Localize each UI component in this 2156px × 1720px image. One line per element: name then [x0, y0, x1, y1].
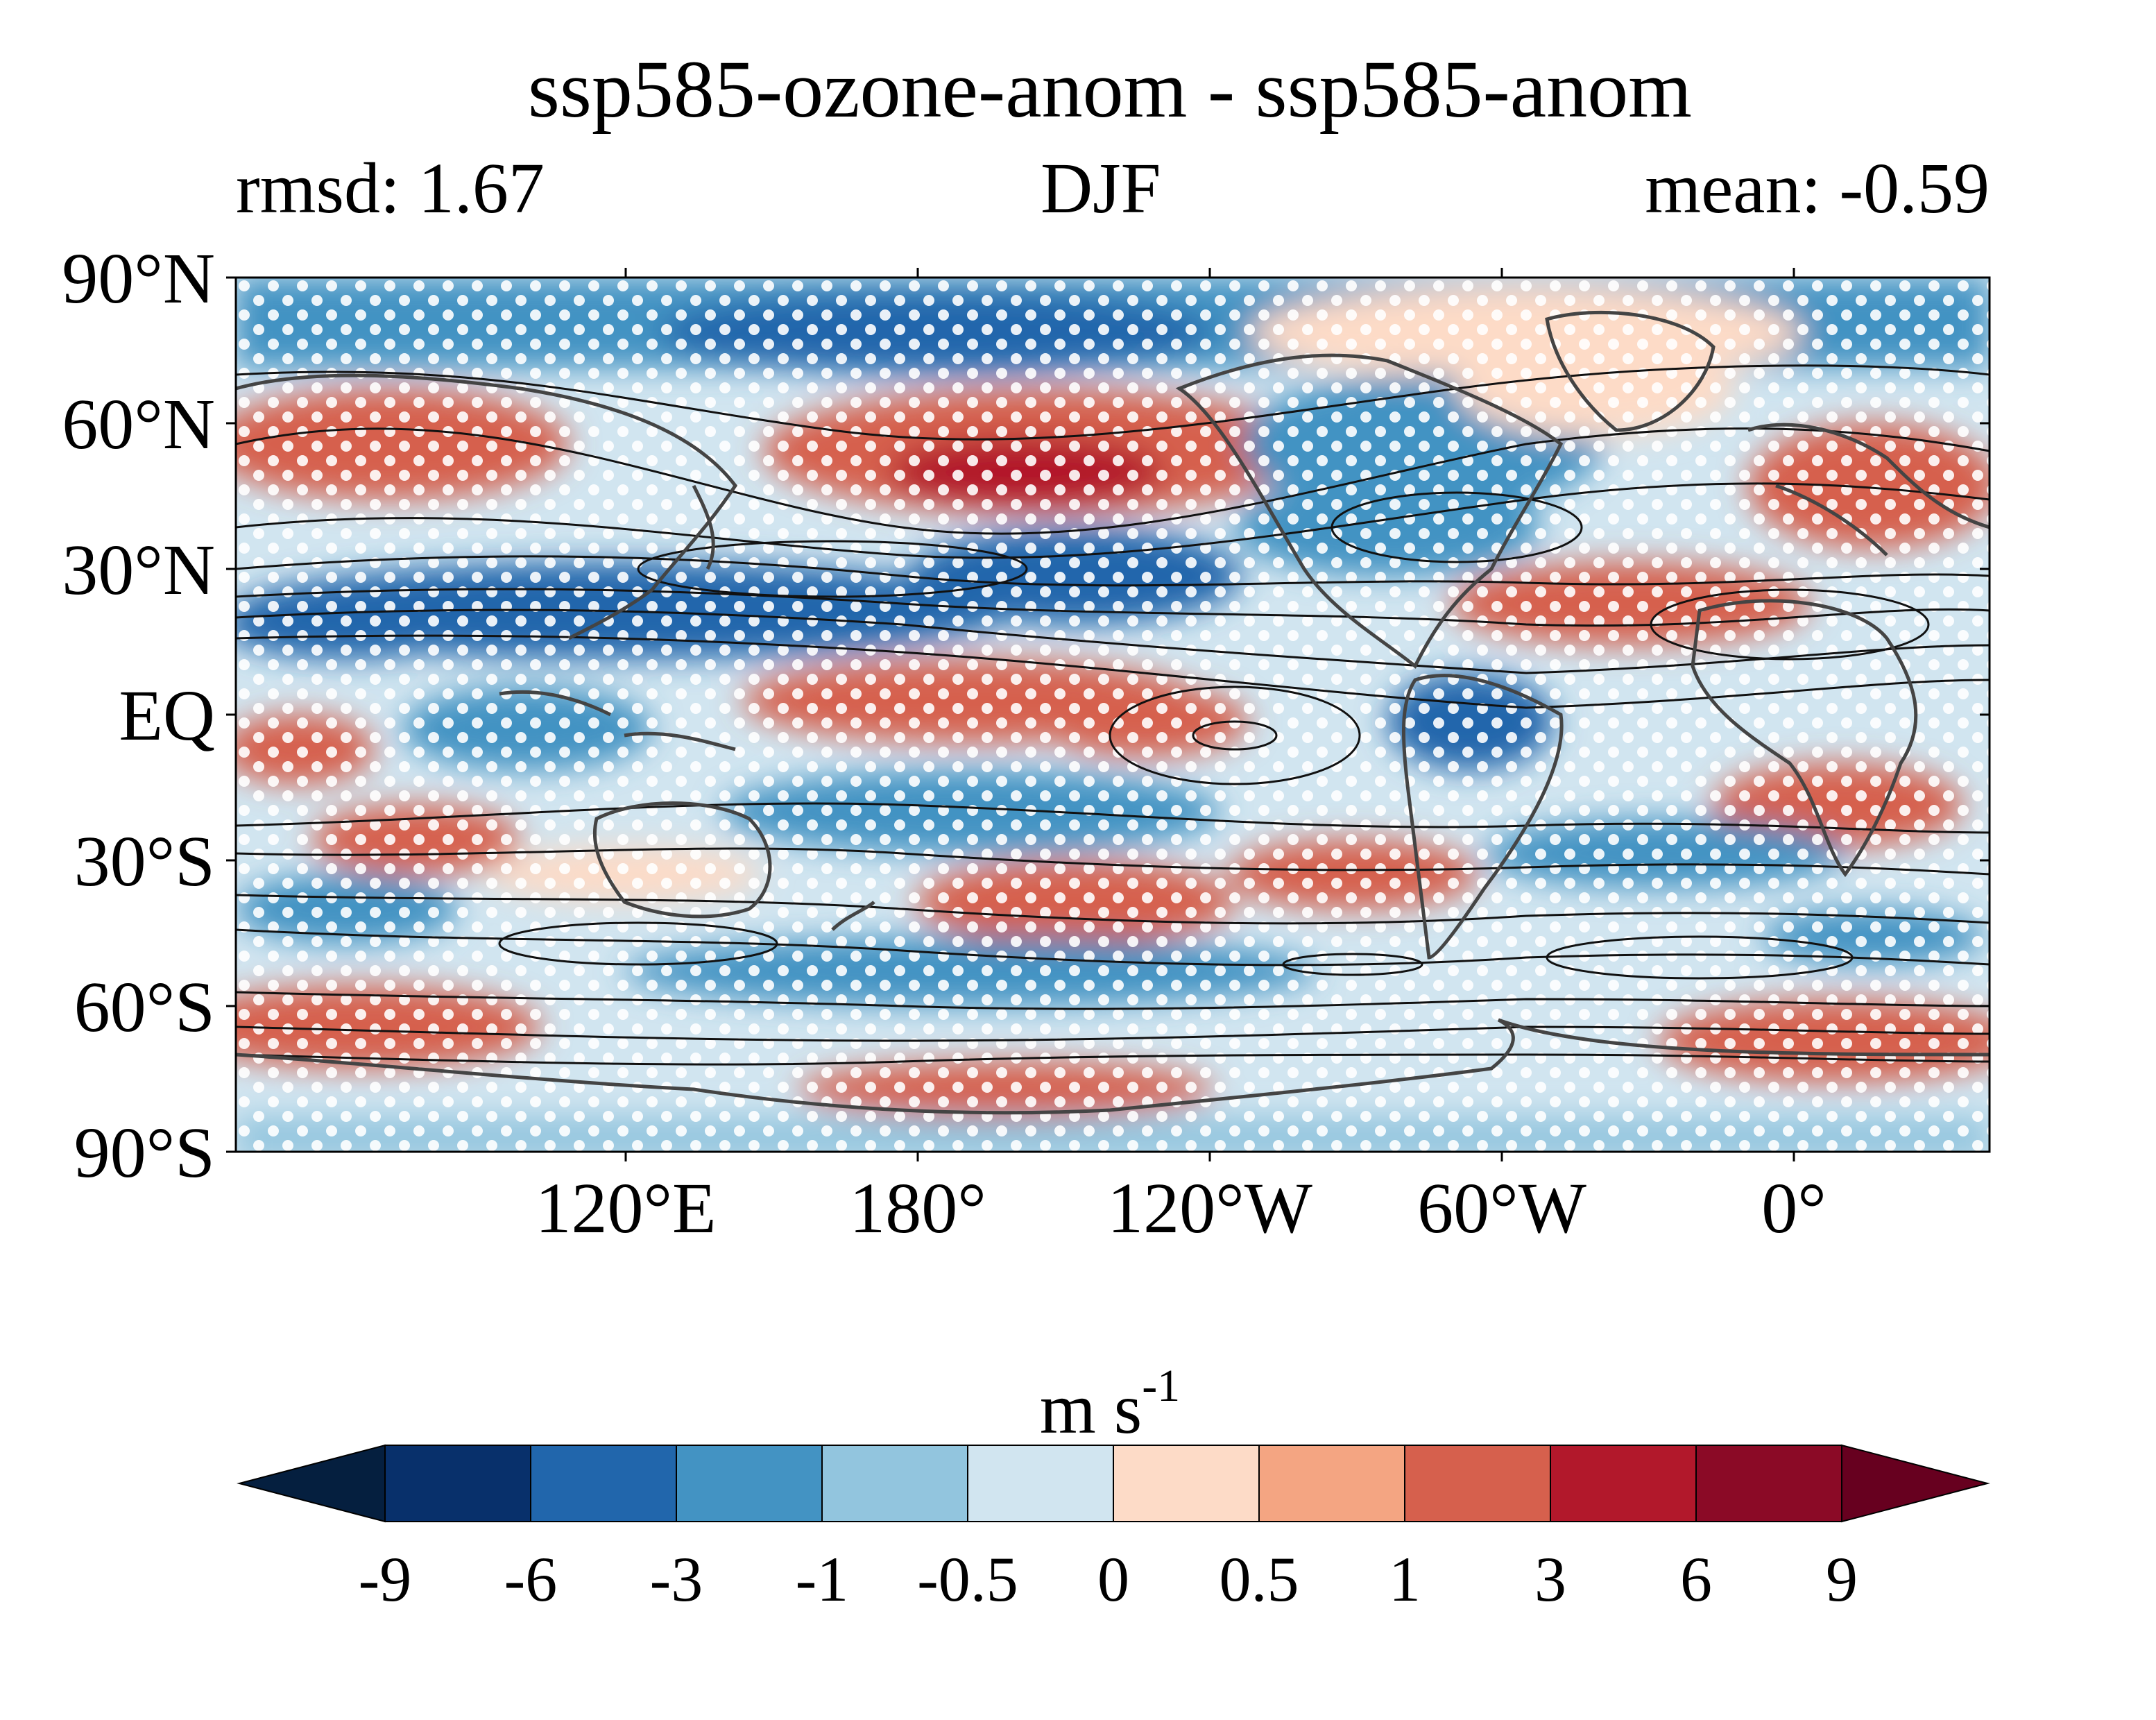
lat-label-90n: 90°N	[62, 239, 215, 318]
colorbar-bin-7	[1258, 1445, 1405, 1522]
lon-label-120w: 120°W	[1107, 1168, 1312, 1248]
lat-label-90s: 90°S	[74, 1113, 215, 1193]
colorbar-tick-label: -9	[358, 1544, 412, 1615]
coastlines	[236, 310, 1990, 1115]
colorbar-units: m s-1	[0, 1360, 2156, 1450]
colorbar-tick-label: 9	[1826, 1544, 1858, 1615]
axis-ticks	[226, 268, 1990, 1161]
map-panel	[236, 278, 1990, 1152]
rmsd-label: rmsd: 1.67	[236, 148, 545, 228]
colorbar-under-arrow	[237, 1444, 386, 1523]
climatology-contours	[236, 364, 1990, 1066]
colorbar-bin-8	[1404, 1445, 1551, 1522]
colorbar-over-arrow	[1841, 1444, 1990, 1523]
mean-label: mean: -0.59	[1645, 148, 1990, 228]
colorbar-bin-4	[821, 1445, 968, 1522]
plot-title: ssp585-ozone-anom - ssp585-anom	[528, 44, 1692, 135]
season-label: DJF	[1041, 148, 1161, 228]
lat-label-60n: 60°N	[62, 384, 215, 464]
lat-label-30s: 30°S	[74, 821, 215, 901]
colorbar-tick-label: 0	[1097, 1544, 1129, 1615]
colorbar-tick-label: 3	[1534, 1544, 1566, 1615]
colorbar-bin-6	[1113, 1445, 1260, 1522]
colorbar-bin-2	[530, 1445, 677, 1522]
colorbar	[237, 1444, 1990, 1523]
lat-label-30n: 30°N	[62, 530, 215, 610]
colorbar-tick-label: -1	[795, 1544, 849, 1615]
colorbar-bin-5	[967, 1445, 1114, 1522]
lat-label-60s: 60°S	[74, 967, 215, 1047]
colorbar-bin-10	[1695, 1445, 1842, 1522]
colorbar-tick-label: 0.5	[1219, 1544, 1299, 1615]
lon-label-60w: 60°W	[1417, 1168, 1586, 1248]
lon-label-180: 180°	[849, 1168, 986, 1248]
lat-label-eq: EQ	[119, 676, 215, 756]
colorbar-tick-label: -6	[504, 1544, 558, 1615]
lon-label-0: 0°	[1761, 1168, 1826, 1248]
colorbar-tick-label: -0.5	[917, 1544, 1018, 1615]
colorbar-bin-9	[1550, 1445, 1697, 1522]
colorbar-bin-1	[384, 1445, 531, 1522]
lon-label-120e: 120°E	[535, 1168, 717, 1248]
significance-stippling	[236, 278, 1990, 1152]
colorbar-bin-3	[676, 1445, 823, 1522]
colorbar-tick-label: 1	[1389, 1544, 1421, 1615]
colorbar-tick-label: -3	[649, 1544, 703, 1615]
units-base: m s	[1039, 1369, 1143, 1449]
units-exponent: -1	[1142, 1361, 1181, 1411]
colorbar-tick-label: 6	[1680, 1544, 1712, 1615]
